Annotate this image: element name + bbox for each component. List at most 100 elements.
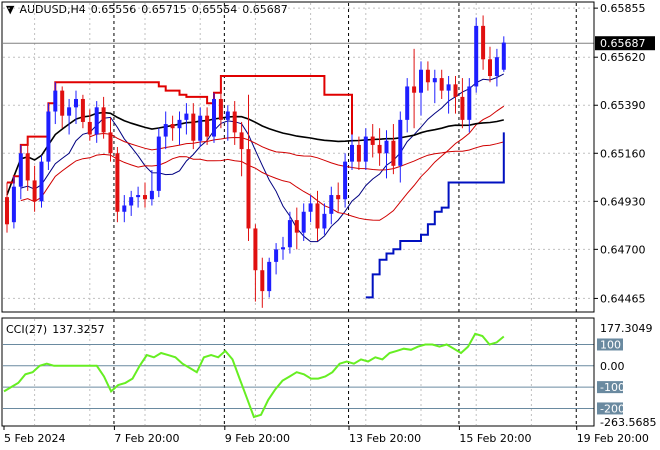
candle-bear[interactable] xyxy=(246,149,251,229)
cci-level-box xyxy=(597,402,623,415)
header-high: 0.65715 xyxy=(141,3,187,16)
candle-bull[interactable] xyxy=(432,78,437,83)
candle-bull[interactable] xyxy=(350,144,354,162)
candle-bull[interactable] xyxy=(129,197,134,206)
candle-bull[interactable] xyxy=(281,247,285,250)
candle-bear[interactable] xyxy=(336,195,341,200)
candle-bull[interactable] xyxy=(398,119,403,166)
candle-bull[interactable] xyxy=(308,203,313,212)
candle-bear[interactable] xyxy=(356,144,361,162)
candle-bull[interactable] xyxy=(384,140,389,154)
candle-bull[interactable] xyxy=(74,98,78,108)
candle-bear[interactable] xyxy=(377,144,382,154)
candle-bear[interactable] xyxy=(101,107,106,133)
candle-bull[interactable] xyxy=(501,42,506,70)
candle-bull[interactable] xyxy=(274,249,279,262)
candle-bull[interactable] xyxy=(322,213,327,229)
candle-bull[interactable] xyxy=(67,107,72,116)
candle-bull[interactable] xyxy=(446,84,451,91)
candle-bull[interactable] xyxy=(363,136,368,162)
candle-bear[interactable] xyxy=(143,195,147,200)
current-price-label: 0.65687 xyxy=(600,37,646,50)
candle-bear[interactable] xyxy=(87,121,92,135)
candle-bear[interactable] xyxy=(239,132,244,150)
candle-bull[interactable] xyxy=(177,119,182,129)
candle-bull[interactable] xyxy=(156,136,161,191)
candle-bear[interactable] xyxy=(232,111,237,133)
candle-bear[interactable] xyxy=(260,270,265,292)
candle-bear[interactable] xyxy=(25,153,30,181)
candle-bull[interactable] xyxy=(184,113,189,120)
candle-bull[interactable] xyxy=(53,90,58,112)
candles xyxy=(5,15,506,308)
candle-bull[interactable] xyxy=(11,186,16,223)
cci-level-box xyxy=(597,381,623,394)
current-price-box xyxy=(595,36,655,51)
header-close: 0.65687 xyxy=(242,3,288,16)
time-tick-label: 15 Feb 20:00 xyxy=(459,432,531,445)
indicator-lines xyxy=(3,42,594,299)
cci-tick-label: -200 xyxy=(600,402,625,415)
candle-bear[interactable] xyxy=(412,86,417,93)
candle-bull[interactable] xyxy=(225,111,230,120)
cci-level-box xyxy=(597,338,623,351)
candle-bear[interactable] xyxy=(80,98,85,122)
candle-bull[interactable] xyxy=(474,25,479,87)
price-tick-label: 0.64700 xyxy=(600,243,646,256)
candle-bear[interactable] xyxy=(170,124,175,129)
candle-bear[interactable] xyxy=(481,25,486,60)
price-tick-label: 0.65855 xyxy=(600,2,646,15)
candle-bull[interactable] xyxy=(287,220,292,248)
time-tick-label: 19 Feb 20:00 xyxy=(577,432,649,445)
candle-bear[interactable] xyxy=(453,84,458,97)
candle-bear[interactable] xyxy=(191,113,196,141)
candle-bear[interactable] xyxy=(108,132,113,154)
cci-tick-label: 0.00 xyxy=(600,360,625,373)
axes xyxy=(1,1,598,430)
cci-panel xyxy=(3,332,594,419)
candle-bull[interactable] xyxy=(301,211,306,233)
candle-bull[interactable] xyxy=(136,195,141,198)
candle-bull[interactable] xyxy=(467,86,472,120)
candle-bear[interactable] xyxy=(294,220,299,233)
candle-bull[interactable] xyxy=(329,195,334,214)
candle-bear[interactable] xyxy=(460,96,465,120)
candle-bear[interactable] xyxy=(439,78,444,91)
candle-bull[interactable] xyxy=(405,86,410,120)
candle-bear[interactable] xyxy=(425,69,430,83)
candle-bear[interactable] xyxy=(115,153,120,212)
header-low: 0.65554 xyxy=(191,3,238,16)
candle-bear[interactable] xyxy=(205,115,210,137)
candle-bear[interactable] xyxy=(391,140,396,166)
candle-bear[interactable] xyxy=(253,228,258,271)
candle-bull[interactable] xyxy=(39,161,44,202)
candle-bull[interactable] xyxy=(94,107,99,135)
candle-bull[interactable] xyxy=(212,98,216,137)
candle-bull[interactable] xyxy=(494,57,499,77)
candle-bull[interactable] xyxy=(267,261,272,292)
cci-line xyxy=(3,332,505,419)
cci-tick-label: -100 xyxy=(600,381,625,394)
candle-bull[interactable] xyxy=(46,111,51,162)
candle-bear[interactable] xyxy=(5,197,9,225)
cci-tick-label: -263.5685 xyxy=(600,416,656,429)
channel-bottom-line xyxy=(365,132,505,299)
grid-layer xyxy=(3,3,594,425)
envelope-upper-line xyxy=(89,132,504,171)
price-panel-frame xyxy=(1,1,595,313)
candle-bull[interactable] xyxy=(343,161,348,200)
candle-bull[interactable] xyxy=(419,69,423,93)
candle-bull[interactable] xyxy=(163,124,168,137)
candle-bear[interactable] xyxy=(60,90,65,116)
candle-bear[interactable] xyxy=(32,180,37,202)
candle-bear[interactable] xyxy=(218,98,223,120)
candle-bear[interactable] xyxy=(370,136,375,145)
candle-bull[interactable] xyxy=(198,115,203,141)
candle-bull[interactable] xyxy=(18,153,23,187)
candle-bear[interactable] xyxy=(488,59,492,77)
candle-bull[interactable] xyxy=(122,205,127,212)
candle-bear[interactable] xyxy=(315,203,320,229)
candle-bull[interactable] xyxy=(149,190,154,200)
header-triangle-icon: ▼ xyxy=(6,3,15,16)
